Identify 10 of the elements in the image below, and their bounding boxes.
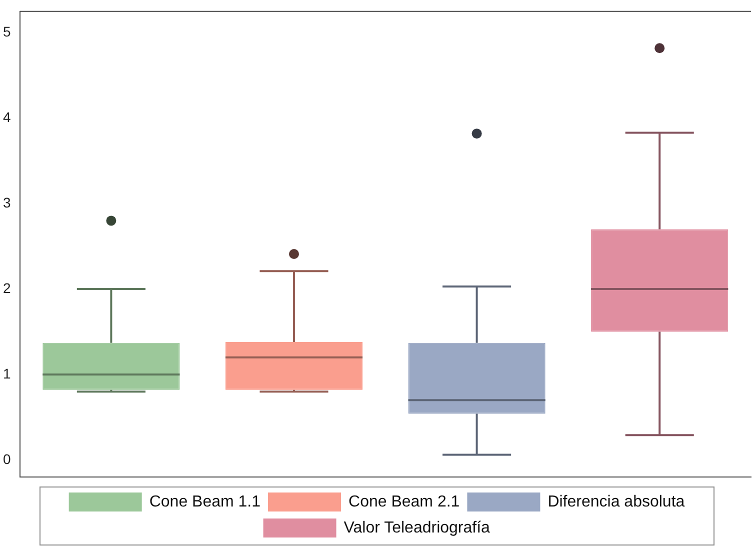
- legend-label: Cone Beam 1.1: [149, 493, 261, 510]
- legend-label: Valor Teleadriografía: [344, 519, 490, 536]
- y-tick-label: 3: [2, 194, 11, 210]
- y-tick-label: 4: [2, 109, 11, 126]
- y-tick-label: 5: [2, 24, 11, 40]
- legend-label: Cone Beam 2.1: [348, 493, 460, 510]
- y-tick-label: 1: [2, 365, 11, 382]
- legend-label: Diferencia absoluta: [548, 493, 685, 510]
- y-tick-label: 0: [2, 450, 11, 467]
- y-tick-label: 2: [2, 280, 11, 296]
